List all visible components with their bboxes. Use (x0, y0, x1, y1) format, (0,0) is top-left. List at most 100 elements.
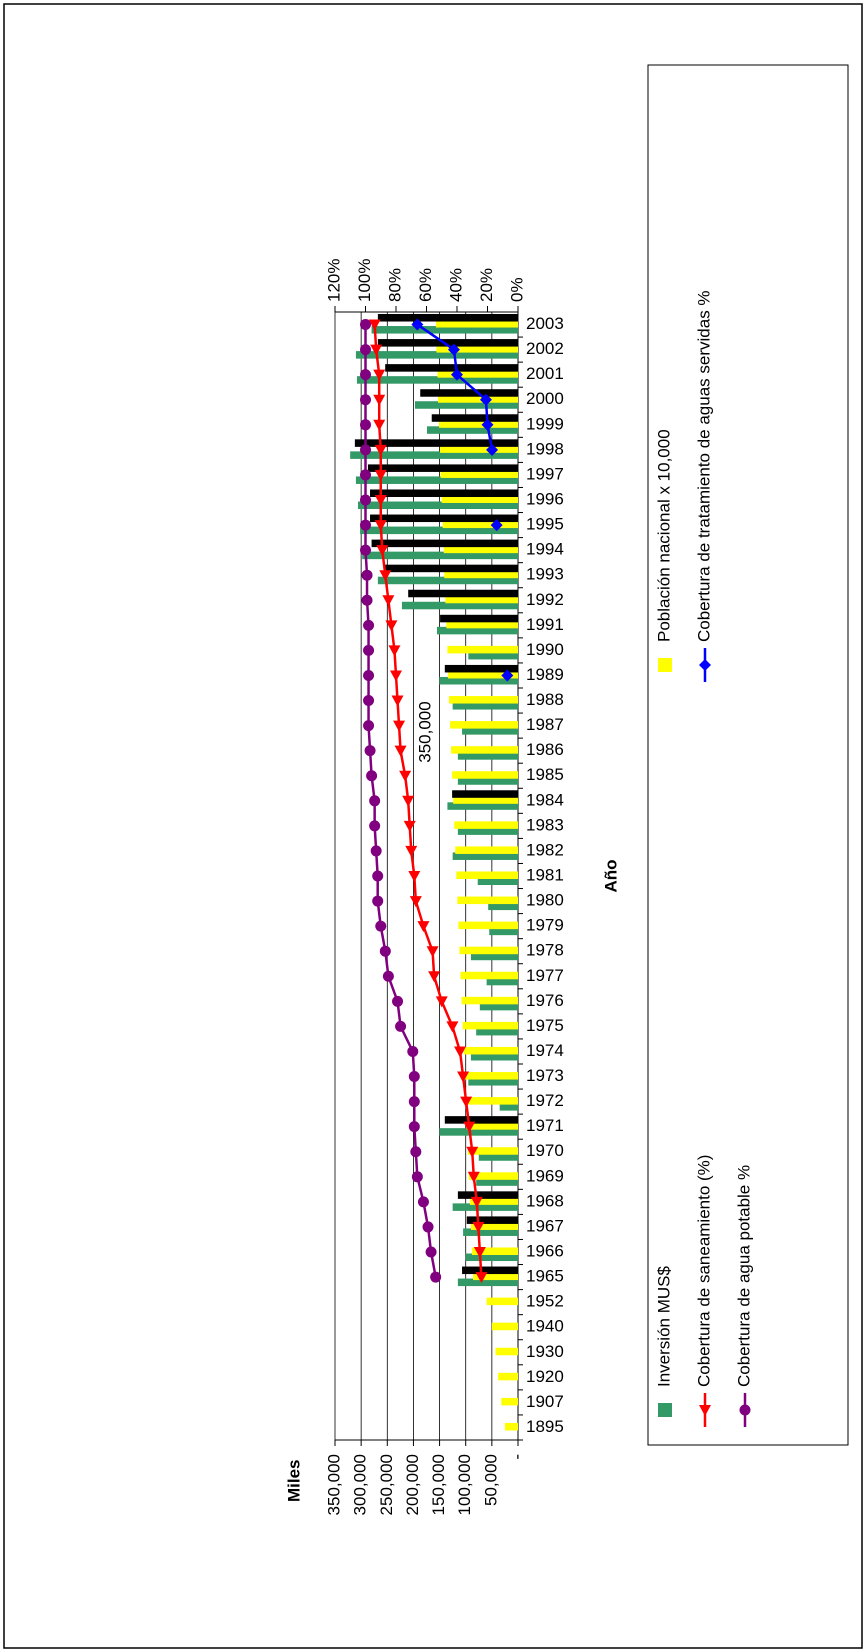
bar (468, 651, 519, 660)
y-tick-label: - (507, 1454, 526, 1460)
marker (363, 619, 375, 631)
marker (391, 695, 404, 707)
bar (460, 971, 519, 980)
bar (461, 996, 519, 1005)
bar (468, 1078, 519, 1086)
x-tick-label: 1930 (526, 1342, 564, 1361)
bar (377, 339, 519, 347)
marker (447, 343, 460, 356)
y2-tick-label: 120% (324, 259, 343, 302)
marker (373, 369, 386, 381)
bar (443, 545, 518, 554)
y2-tick-label: 80% (385, 268, 404, 302)
bar (447, 645, 518, 654)
x-tick-label: 1940 (526, 1317, 564, 1336)
marker (411, 1171, 423, 1183)
legend-label: Inversión MUS$ (654, 1266, 673, 1387)
legend-swatch (658, 1403, 672, 1417)
x-tick-label: 1952 (526, 1292, 564, 1311)
bar (488, 902, 518, 911)
bar (462, 727, 519, 735)
bar (431, 414, 519, 422)
marker (473, 1247, 486, 1258)
x-tick-label: 1991 (526, 615, 564, 634)
bar (447, 670, 518, 679)
bar (457, 827, 518, 835)
bar (440, 614, 519, 623)
y2-tick-label: 60% (416, 268, 435, 302)
marker (360, 519, 371, 531)
x-tick-label: 1993 (526, 565, 564, 584)
x-tick-label: 1965 (526, 1267, 564, 1286)
bar (454, 821, 518, 829)
x-tick-label: 1986 (526, 740, 564, 759)
marker (739, 1404, 751, 1416)
bar (459, 946, 519, 955)
bar (446, 620, 518, 629)
marker (395, 1020, 407, 1032)
marker (364, 745, 376, 757)
marker (379, 570, 392, 582)
bar (463, 1228, 519, 1236)
marker (501, 669, 514, 682)
bar (452, 702, 518, 710)
bar (489, 927, 519, 936)
bar (440, 470, 519, 478)
bar (498, 1372, 519, 1381)
marker (372, 895, 384, 907)
x-tick-label: 1982 (526, 840, 564, 859)
x-tick-label: 1996 (526, 489, 564, 508)
x-tick-label: 1995 (526, 515, 564, 534)
bar (450, 721, 518, 729)
marker (402, 795, 415, 807)
y2-tick-label: 100% (355, 259, 374, 302)
marker (370, 344, 383, 356)
bar (439, 420, 519, 428)
y-tick-label: 100,000 (455, 1454, 474, 1515)
x-tick-label: 1999 (526, 414, 564, 433)
bar (444, 664, 518, 673)
bar (401, 601, 519, 610)
bar (439, 676, 519, 685)
x-tick-label: 1984 (526, 790, 564, 809)
bar (355, 351, 518, 359)
legend-label: Cobertura de agua potable % (734, 1165, 753, 1387)
bar (470, 952, 519, 961)
marker (472, 1221, 485, 1233)
marker (374, 520, 387, 532)
y2-tick-label: 40% (446, 268, 465, 302)
bar (477, 877, 518, 886)
marker (369, 795, 381, 807)
marker (374, 469, 387, 481)
x-tick-label: 1975 (526, 1016, 564, 1035)
marker (446, 1021, 459, 1033)
bar (455, 846, 518, 854)
x-tick-label: 1895 (526, 1417, 564, 1436)
x-tick-label: 2003 (526, 314, 564, 333)
bar (457, 752, 518, 760)
bar (360, 526, 518, 535)
marker (363, 695, 375, 707)
marker (407, 1045, 419, 1057)
bar (462, 1021, 519, 1030)
y2-tick-label: 0% (507, 277, 526, 302)
bar (438, 395, 519, 403)
x-tick-label: 2001 (526, 364, 564, 383)
marker (405, 845, 418, 857)
bar (476, 1178, 518, 1186)
x-tick-label: 1981 (526, 865, 564, 884)
bar (444, 1116, 518, 1124)
bar (457, 896, 518, 905)
bar (385, 364, 518, 372)
bar (408, 589, 519, 598)
bar (465, 1097, 519, 1105)
bar (457, 1278, 518, 1287)
marker (470, 1196, 483, 1208)
marker (451, 368, 463, 381)
bar (435, 320, 519, 328)
marker (699, 659, 711, 671)
bar (355, 476, 518, 484)
bar (464, 1072, 519, 1080)
marker (399, 770, 412, 782)
